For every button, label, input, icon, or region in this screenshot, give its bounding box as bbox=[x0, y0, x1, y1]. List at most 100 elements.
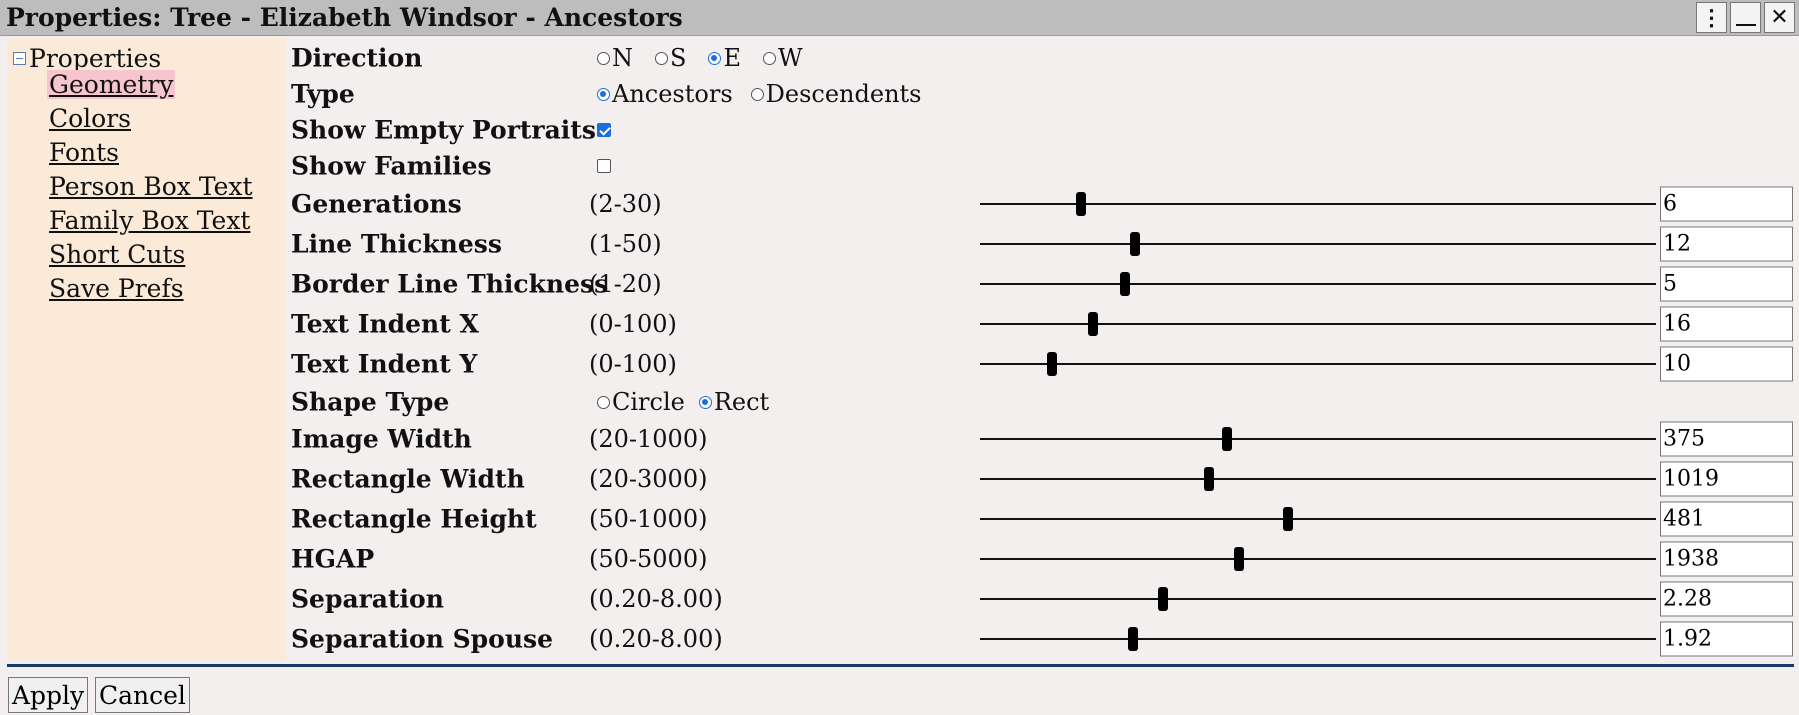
image-width-row: Image Width (20-1000) bbox=[291, 421, 1796, 457]
show-families-label: Show Families bbox=[291, 151, 492, 181]
show-empty-portraits-checkbox[interactable] bbox=[597, 123, 611, 137]
type-option-descendents[interactable]: Descendents bbox=[750, 80, 922, 108]
shape-type-label: Shape Type bbox=[291, 387, 450, 417]
slider-thumb[interactable] bbox=[1087, 312, 1098, 336]
text-indent-x-label: Text Indent X bbox=[291, 309, 479, 339]
show-families-checkbox[interactable] bbox=[597, 159, 611, 173]
rectangle-width-range: (20-3000) bbox=[589, 465, 708, 493]
tree-root-properties[interactable]: Properties bbox=[13, 44, 161, 73]
slider-thumb[interactable] bbox=[1120, 272, 1131, 296]
line-thickness-row: Line Thickness (1-50) bbox=[291, 226, 1796, 262]
generations-row: Generations (2-30) bbox=[291, 186, 1796, 222]
generations-range: (2-30) bbox=[589, 190, 662, 218]
type-row: Type Ancestors Descendents bbox=[291, 77, 1796, 111]
separation-input[interactable] bbox=[1660, 581, 1793, 617]
separation-range: (0.20-8.00) bbox=[589, 585, 723, 613]
radio-selected-icon[interactable] bbox=[708, 51, 722, 65]
slider-thumb[interactable] bbox=[1204, 467, 1215, 491]
separation-spouse-slider[interactable] bbox=[980, 627, 1656, 651]
slider-thumb[interactable] bbox=[1158, 587, 1169, 611]
line-thickness-input[interactable] bbox=[1660, 226, 1793, 262]
image-width-label: Image Width bbox=[291, 424, 472, 454]
sidebar-item-short-cuts[interactable]: Short Cuts bbox=[49, 240, 186, 269]
radio-selected-icon[interactable] bbox=[597, 87, 610, 101]
border-line-thickness-input[interactable] bbox=[1660, 266, 1793, 302]
separation-spouse-input[interactable] bbox=[1660, 621, 1793, 657]
separation-spouse-row: Separation Spouse (0.20-8.00) bbox=[291, 621, 1796, 657]
collapse-icon[interactable] bbox=[13, 52, 26, 65]
sidebar-item-person-box-text[interactable]: Person Box Text bbox=[49, 172, 253, 201]
rectangle-width-row: Rectangle Width (20-3000) bbox=[291, 461, 1796, 497]
hgap-slider[interactable] bbox=[980, 547, 1656, 571]
text-indent-y-input[interactable] bbox=[1660, 346, 1793, 382]
rectangle-width-input[interactable] bbox=[1660, 461, 1793, 497]
separation-label: Separation bbox=[291, 584, 444, 614]
menu-button[interactable]: ⋮ bbox=[1696, 2, 1727, 33]
cancel-button[interactable]: Cancel bbox=[95, 677, 190, 713]
minimize-icon bbox=[1735, 23, 1756, 26]
slider-thumb[interactable] bbox=[1127, 627, 1138, 651]
text-indent-y-slider[interactable] bbox=[980, 352, 1656, 376]
slider-thumb[interactable] bbox=[1282, 507, 1293, 531]
window-title: Properties: Tree - Elizabeth Windsor - A… bbox=[6, 3, 683, 32]
generations-input[interactable] bbox=[1660, 186, 1793, 222]
title-bar: Properties: Tree - Elizabeth Windsor - A… bbox=[0, 0, 1799, 36]
rectangle-width-slider[interactable] bbox=[980, 467, 1656, 491]
separation-spouse-range: (0.20-8.00) bbox=[589, 625, 723, 653]
shape-option-circle[interactable]: Circle bbox=[597, 388, 685, 416]
separation-row: Separation (0.20-8.00) bbox=[291, 581, 1796, 617]
shape-option-rect[interactable]: Rect bbox=[698, 388, 769, 416]
slider-thumb[interactable] bbox=[1130, 232, 1141, 256]
slider-thumb[interactable] bbox=[1076, 192, 1087, 216]
generations-slider[interactable] bbox=[980, 192, 1656, 216]
rectangle-height-input[interactable] bbox=[1660, 501, 1793, 537]
sidebar-item-save-prefs[interactable]: Save Prefs bbox=[49, 274, 184, 303]
rectangle-width-label: Rectangle Width bbox=[291, 464, 525, 494]
direction-option-w[interactable]: W bbox=[762, 44, 803, 72]
radio-icon[interactable] bbox=[750, 87, 764, 101]
direction-option-s[interactable]: S bbox=[655, 44, 686, 72]
text-indent-x-slider[interactable] bbox=[980, 312, 1656, 336]
radio-icon[interactable] bbox=[762, 51, 776, 65]
image-width-range: (20-1000) bbox=[589, 425, 708, 453]
type-option-ancestors[interactable]: Ancestors bbox=[597, 80, 733, 108]
border-line-thickness-slider[interactable] bbox=[980, 272, 1656, 296]
separation-slider[interactable] bbox=[980, 587, 1656, 611]
direction-option-n[interactable]: N bbox=[597, 44, 633, 72]
border-line-thickness-label: Border Line Thickness bbox=[291, 269, 609, 299]
text-indent-x-input[interactable] bbox=[1660, 306, 1793, 342]
text-indent-y-range: (0-100) bbox=[589, 350, 677, 378]
text-indent-x-range: (0-100) bbox=[589, 310, 677, 338]
sidebar-item-geometry[interactable]: Geometry bbox=[47, 70, 176, 99]
text-indent-x-row: Text Indent X (0-100) bbox=[291, 306, 1796, 342]
sidebar-item-colors[interactable]: Colors bbox=[49, 104, 132, 133]
line-thickness-range: (1-50) bbox=[589, 230, 662, 258]
sidebar-item-fonts[interactable]: Fonts bbox=[49, 138, 120, 167]
slider-thumb[interactable] bbox=[1233, 547, 1244, 571]
hgap-input[interactable] bbox=[1660, 541, 1793, 577]
close-button[interactable]: ✕ bbox=[1764, 2, 1795, 33]
direction-option-e[interactable]: E bbox=[708, 44, 741, 72]
shape-type-row: Shape Type Circle Rect bbox=[291, 385, 1796, 419]
rectangle-height-slider[interactable] bbox=[980, 507, 1656, 531]
separation-spouse-label: Separation Spouse bbox=[291, 624, 553, 654]
footer-divider bbox=[7, 664, 1794, 667]
line-thickness-slider[interactable] bbox=[980, 232, 1656, 256]
radio-icon[interactable] bbox=[597, 395, 610, 409]
apply-button[interactable]: Apply bbox=[8, 677, 89, 713]
rectangle-height-label: Rectangle Height bbox=[291, 504, 537, 534]
radio-selected-icon[interactable] bbox=[698, 395, 712, 409]
slider-thumb[interactable] bbox=[1222, 427, 1233, 451]
radio-icon[interactable] bbox=[655, 51, 668, 65]
slider-thumb[interactable] bbox=[1047, 352, 1058, 376]
minimize-button[interactable]: _ bbox=[1730, 2, 1761, 33]
generations-label: Generations bbox=[291, 189, 462, 219]
sidebar-item-family-box-text[interactable]: Family Box Text bbox=[49, 206, 251, 235]
show-families-row: Show Families bbox=[291, 149, 1796, 183]
show-empty-portraits-row: Show Empty Portraits bbox=[291, 113, 1796, 147]
radio-icon[interactable] bbox=[597, 51, 610, 65]
image-width-input[interactable] bbox=[1660, 421, 1793, 457]
shape-type-radio-group: Circle Rect bbox=[597, 388, 791, 416]
image-width-slider[interactable] bbox=[980, 427, 1656, 451]
text-indent-y-row: Text Indent Y (0-100) bbox=[291, 346, 1796, 382]
